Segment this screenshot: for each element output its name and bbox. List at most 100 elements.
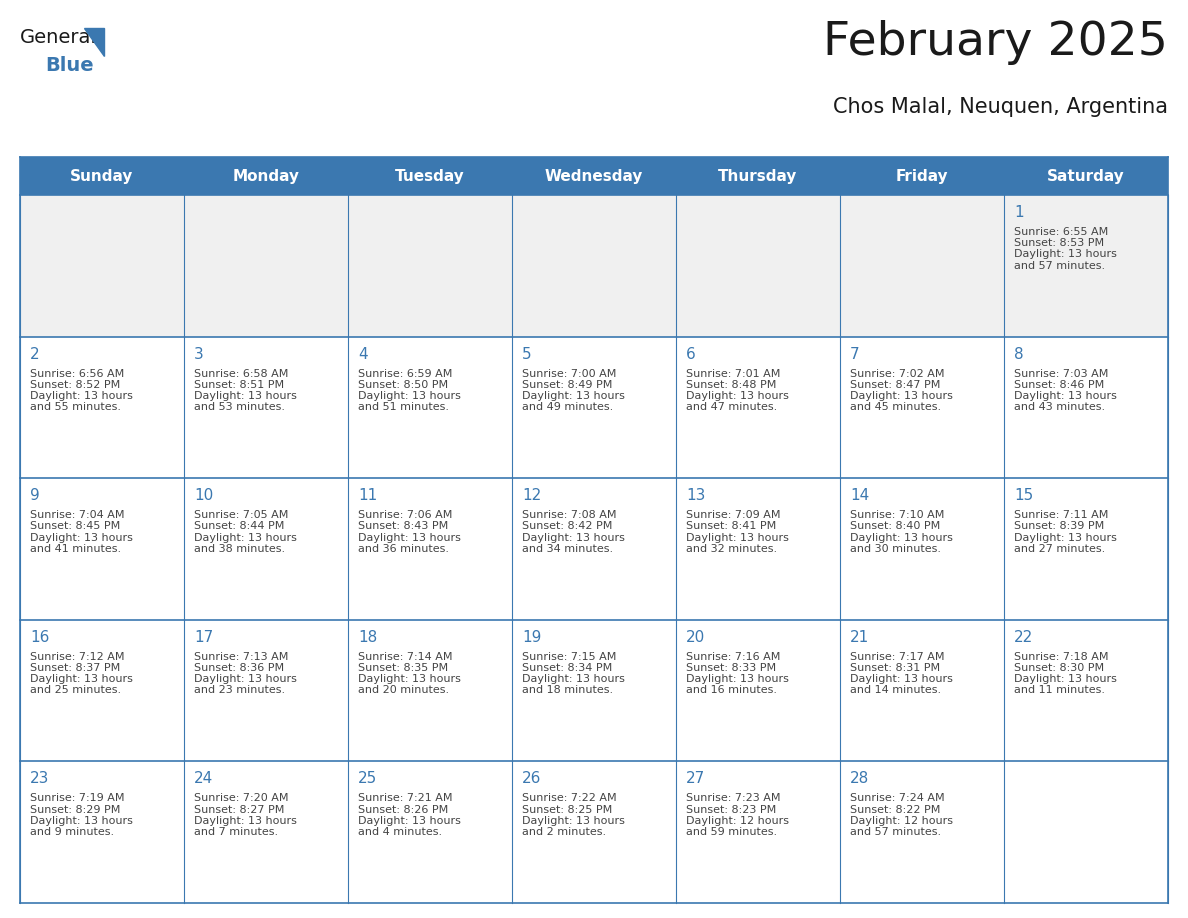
Text: 18: 18 [358,630,378,644]
Text: Sunrise: 7:13 AM: Sunrise: 7:13 AM [194,652,289,662]
Text: Sunset: 8:45 PM: Sunset: 8:45 PM [30,521,120,532]
Text: Sunset: 8:22 PM: Sunset: 8:22 PM [849,804,941,814]
Text: 2: 2 [30,347,39,362]
Text: and 11 minutes.: and 11 minutes. [1015,686,1105,696]
Text: and 2 minutes.: and 2 minutes. [522,827,606,837]
Text: 11: 11 [358,488,378,503]
Text: and 47 minutes.: and 47 minutes. [685,402,777,412]
Text: Sunrise: 6:58 AM: Sunrise: 6:58 AM [194,369,289,378]
Text: Sunrise: 7:00 AM: Sunrise: 7:00 AM [522,369,617,378]
Text: 24: 24 [194,771,214,787]
Text: and 16 minutes.: and 16 minutes. [685,686,777,696]
Text: Chos Malal, Neuquen, Argentina: Chos Malal, Neuquen, Argentina [833,97,1168,117]
Text: and 55 minutes.: and 55 minutes. [30,402,121,412]
Text: and 14 minutes.: and 14 minutes. [849,686,941,696]
Polygon shape [84,28,105,56]
Text: 21: 21 [849,630,870,644]
Text: Sunrise: 7:20 AM: Sunrise: 7:20 AM [194,793,289,803]
Text: Wednesday: Wednesday [545,169,643,184]
Text: Daylight: 13 hours: Daylight: 13 hours [358,532,461,543]
Text: and 34 minutes.: and 34 minutes. [522,543,613,554]
Text: 13: 13 [685,488,706,503]
Text: Sunrise: 7:15 AM: Sunrise: 7:15 AM [522,652,617,662]
Text: Sunset: 8:35 PM: Sunset: 8:35 PM [358,663,448,673]
Text: and 18 minutes.: and 18 minutes. [522,686,613,696]
Text: Daylight: 13 hours: Daylight: 13 hours [194,391,297,401]
Text: Daylight: 13 hours: Daylight: 13 hours [522,816,625,826]
Text: and 30 minutes.: and 30 minutes. [849,543,941,554]
Text: Daylight: 13 hours: Daylight: 13 hours [1015,674,1117,684]
Text: Sunset: 8:25 PM: Sunset: 8:25 PM [522,804,612,814]
Text: 16: 16 [30,630,50,644]
Text: Daylight: 13 hours: Daylight: 13 hours [685,532,789,543]
Text: and 51 minutes.: and 51 minutes. [358,402,449,412]
Text: Daylight: 12 hours: Daylight: 12 hours [849,816,953,826]
Bar [20,337,1168,478]
Text: 23: 23 [30,771,50,787]
Text: Sunset: 8:41 PM: Sunset: 8:41 PM [685,521,776,532]
Text: Sunset: 8:30 PM: Sunset: 8:30 PM [1015,663,1104,673]
Text: Sunrise: 7:17 AM: Sunrise: 7:17 AM [849,652,944,662]
Text: Sunrise: 7:23 AM: Sunrise: 7:23 AM [685,793,781,803]
Text: 19: 19 [522,630,542,644]
Text: General: General [20,28,97,47]
Text: Sunrise: 7:02 AM: Sunrise: 7:02 AM [849,369,944,378]
Text: Daylight: 13 hours: Daylight: 13 hours [1015,532,1117,543]
Text: Sunrise: 7:01 AM: Sunrise: 7:01 AM [685,369,781,378]
Text: 15: 15 [1015,488,1034,503]
Text: and 45 minutes.: and 45 minutes. [849,402,941,412]
Text: Tuesday: Tuesday [396,169,465,184]
Text: Thursday: Thursday [719,169,797,184]
Text: Sunset: 8:46 PM: Sunset: 8:46 PM [1015,380,1105,390]
Text: Sunset: 8:50 PM: Sunset: 8:50 PM [358,380,448,390]
Text: and 38 minutes.: and 38 minutes. [194,543,285,554]
Text: Daylight: 13 hours: Daylight: 13 hours [30,532,133,543]
Text: Sunrise: 7:19 AM: Sunrise: 7:19 AM [30,793,125,803]
Text: 1: 1 [1015,205,1024,220]
Text: Daylight: 13 hours: Daylight: 13 hours [30,674,133,684]
Text: Sunset: 8:40 PM: Sunset: 8:40 PM [849,521,940,532]
Text: Sunrise: 7:16 AM: Sunrise: 7:16 AM [685,652,781,662]
Text: Sunrise: 6:56 AM: Sunrise: 6:56 AM [30,369,125,378]
Text: 26: 26 [522,771,542,787]
Text: and 43 minutes.: and 43 minutes. [1015,402,1105,412]
Text: 5: 5 [522,347,531,362]
Text: Sunrise: 6:55 AM: Sunrise: 6:55 AM [1015,227,1108,237]
Text: and 25 minutes.: and 25 minutes. [30,686,121,696]
Text: 22: 22 [1015,630,1034,644]
Text: Sunset: 8:53 PM: Sunset: 8:53 PM [1015,238,1104,248]
Text: and 7 minutes.: and 7 minutes. [194,827,278,837]
Text: 28: 28 [849,771,870,787]
Text: and 59 minutes.: and 59 minutes. [685,827,777,837]
Text: and 57 minutes.: and 57 minutes. [849,827,941,837]
Text: Daylight: 13 hours: Daylight: 13 hours [194,674,297,684]
Text: Sunset: 8:42 PM: Sunset: 8:42 PM [522,521,612,532]
Text: 20: 20 [685,630,706,644]
Text: Sunset: 8:29 PM: Sunset: 8:29 PM [30,804,120,814]
Text: Daylight: 13 hours: Daylight: 13 hours [522,674,625,684]
Text: Daylight: 13 hours: Daylight: 13 hours [522,532,625,543]
Text: Sunset: 8:36 PM: Sunset: 8:36 PM [194,663,284,673]
Bar [20,157,1168,195]
Text: Saturday: Saturday [1047,169,1125,184]
Text: Sunrise: 7:14 AM: Sunrise: 7:14 AM [358,652,453,662]
Text: Daylight: 13 hours: Daylight: 13 hours [685,674,789,684]
Text: Sunrise: 7:06 AM: Sunrise: 7:06 AM [358,510,453,521]
Text: Sunrise: 7:11 AM: Sunrise: 7:11 AM [1015,510,1108,521]
Text: Monday: Monday [233,169,299,184]
Text: and 20 minutes.: and 20 minutes. [358,686,449,696]
Text: 17: 17 [194,630,214,644]
Text: February 2025: February 2025 [823,20,1168,65]
Text: 3: 3 [194,347,204,362]
Text: Sunset: 8:39 PM: Sunset: 8:39 PM [1015,521,1105,532]
Text: Daylight: 13 hours: Daylight: 13 hours [358,816,461,826]
Text: Sunrise: 7:24 AM: Sunrise: 7:24 AM [849,793,944,803]
Text: Daylight: 13 hours: Daylight: 13 hours [194,816,297,826]
Text: and 23 minutes.: and 23 minutes. [194,686,285,696]
Text: 4: 4 [358,347,367,362]
Text: Sunrise: 6:59 AM: Sunrise: 6:59 AM [358,369,453,378]
Text: Sunrise: 7:18 AM: Sunrise: 7:18 AM [1015,652,1108,662]
Text: Daylight: 13 hours: Daylight: 13 hours [30,391,133,401]
Text: Sunrise: 7:03 AM: Sunrise: 7:03 AM [1015,369,1108,378]
Text: Sunset: 8:44 PM: Sunset: 8:44 PM [194,521,284,532]
